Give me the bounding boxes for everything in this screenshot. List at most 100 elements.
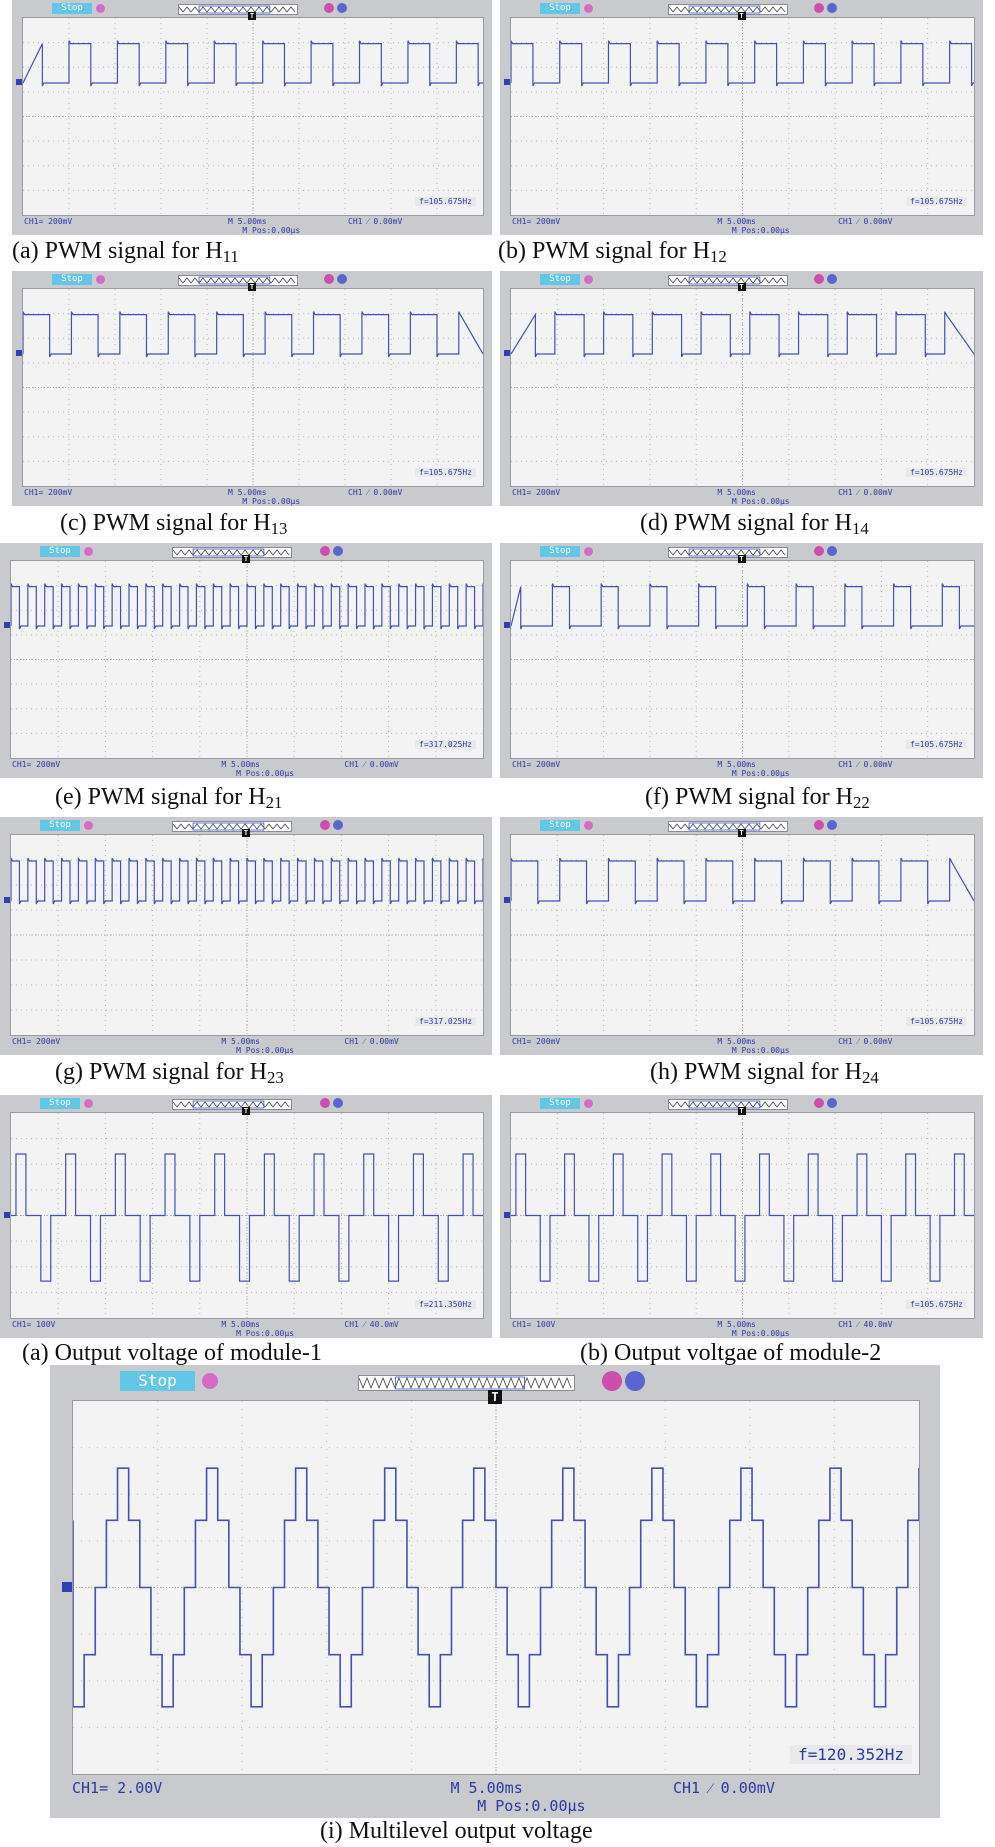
waveform-screen xyxy=(510,17,975,216)
zoom-icon xyxy=(826,1098,837,1108)
ch1-scale: CH1= 100V xyxy=(12,1320,56,1329)
frequency-readout: f=317.025Hz xyxy=(415,1017,476,1026)
caption-text: (c) PWM signal for H xyxy=(60,510,271,536)
caption-subscript: 24 xyxy=(861,1068,879,1088)
waveform-trace xyxy=(23,311,483,358)
frequency-readout: f=120.352Hz xyxy=(790,1745,912,1764)
trigger-position-bar xyxy=(172,821,292,832)
timebase: M 5.00ms xyxy=(228,217,267,226)
waveform-screen xyxy=(72,1400,920,1775)
waveform-trace xyxy=(11,583,483,630)
stop-status: Stop xyxy=(52,274,92,285)
caption-subscript: 12 xyxy=(709,247,727,267)
waveform-screen xyxy=(10,1112,484,1319)
trigger-position-bar xyxy=(667,275,788,286)
stop-status: Stop xyxy=(40,546,80,557)
waveform-screen xyxy=(22,17,484,216)
stop-status: Stop xyxy=(540,1098,580,1109)
waveform-screen xyxy=(510,834,975,1036)
m-position: M Pos:0.00µs xyxy=(731,226,790,235)
oscilloscope-grid xyxy=(511,18,974,215)
caption-subscript: 11 xyxy=(222,247,239,267)
waveform-trace xyxy=(511,1153,974,1282)
waveform-trace xyxy=(511,857,974,905)
ground-marker xyxy=(16,350,22,356)
ch1-scale: CH1= 200mV xyxy=(12,1037,61,1046)
m-position: M Pos:0.00µs xyxy=(236,769,294,778)
pen-icon xyxy=(584,547,593,556)
stop-status: Stop xyxy=(52,3,92,14)
stop-status: Stop xyxy=(40,1098,80,1109)
frequency-readout: f=211.350Hz xyxy=(415,1300,476,1309)
trigger-marker: T xyxy=(737,829,746,837)
ch1-scale: CH1= 200mV xyxy=(24,217,73,226)
caption-text: (a) Output voltage of module-1 xyxy=(22,1340,322,1366)
ground-marker xyxy=(504,622,510,628)
ch1-scale: CH1= 200mV xyxy=(512,488,561,497)
waveform-trace xyxy=(511,583,974,630)
caption-subscript: 23 xyxy=(266,1068,284,1088)
pen-icon xyxy=(584,4,593,13)
ch1-scale: CH1= 2.00V xyxy=(72,1779,163,1797)
trigger-level: CH1 ⁄ 0.00mV xyxy=(344,760,399,769)
trigger-position-bar xyxy=(178,275,298,286)
pen-icon xyxy=(202,1373,218,1389)
ground-marker xyxy=(16,79,22,85)
stop-status: Stop xyxy=(540,546,580,557)
waveform-screen xyxy=(22,288,484,487)
math-icon xyxy=(813,820,824,830)
caption-subscript: 14 xyxy=(851,519,869,539)
caption-text: (i) Multilevel output voltage xyxy=(320,1818,593,1844)
caption-text: (d) PWM signal for H xyxy=(640,510,852,536)
panel-caption: (b) Output voltgae of module-2 xyxy=(580,1340,881,1367)
zoom-icon xyxy=(826,820,837,830)
frequency-readout: f=105.675Hz xyxy=(906,740,967,749)
panel-caption: (d) PWM signal for H14 xyxy=(640,510,869,539)
caption-text: (b) PWM signal for H xyxy=(498,238,710,264)
math-icon xyxy=(813,1098,824,1108)
ground-marker xyxy=(504,350,510,356)
timebase: M 5.00ms xyxy=(717,488,756,497)
pen-icon xyxy=(584,1099,593,1108)
panel-caption: (g) PWM signal for H23 xyxy=(55,1059,284,1088)
ch1-scale: CH1= 200mV xyxy=(512,760,561,769)
trigger-marker: T xyxy=(242,1107,250,1115)
oscilloscope-grid xyxy=(23,289,483,486)
trigger-level: CH1 ⁄ 0.00mV xyxy=(348,488,403,497)
frequency-readout: f=105.675Hz xyxy=(906,1017,967,1026)
pen-icon xyxy=(96,275,105,284)
ch1-scale: CH1= 200mV xyxy=(512,217,561,226)
math-icon xyxy=(324,274,334,284)
m-position: M Pos:0.00µs xyxy=(731,1329,790,1338)
m-position: M Pos:0.00µs xyxy=(731,769,790,778)
panel-caption: (c) PWM signal for H13 xyxy=(60,510,287,539)
m-position: M Pos:0.00µs xyxy=(242,497,301,506)
zoom-icon xyxy=(826,3,837,13)
m-position: M Pos:0.00µs xyxy=(731,497,790,506)
ch1-scale: CH1= 200mV xyxy=(512,1037,561,1046)
waveform-trace xyxy=(511,311,974,358)
zoom-icon xyxy=(332,546,343,556)
ch1-scale: CH1= 200mV xyxy=(24,488,73,497)
trigger-marker: T xyxy=(737,555,746,563)
oscilloscope-grid xyxy=(11,835,483,1035)
caption-subscript: 22 xyxy=(852,793,870,813)
trigger-position-bar xyxy=(667,821,788,832)
trigger-marker: T xyxy=(242,829,250,837)
math-icon xyxy=(813,274,824,284)
oscilloscope-grid xyxy=(511,835,974,1035)
ground-marker xyxy=(4,897,10,903)
waveform-trace xyxy=(11,1153,483,1282)
panel-caption: (i) Multilevel output voltage xyxy=(320,1818,593,1845)
ground-marker xyxy=(62,1581,72,1592)
trigger-marker: T xyxy=(737,283,746,291)
panel-caption: (a) PWM signal for H11 xyxy=(12,238,239,267)
zoom-icon xyxy=(826,274,837,284)
waveform-screen xyxy=(10,834,484,1036)
